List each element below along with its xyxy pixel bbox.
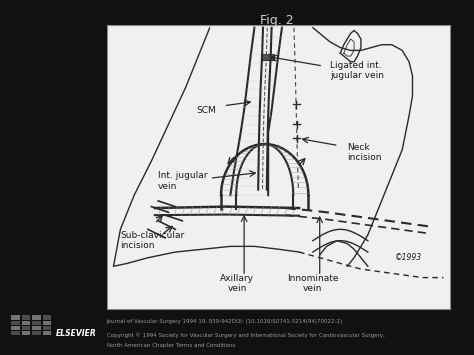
Text: Ligated int.
jugular vein: Ligated int. jugular vein xyxy=(330,61,384,80)
Bar xyxy=(11,321,20,325)
Text: Sub-clavicular
incision: Sub-clavicular incision xyxy=(120,231,185,250)
Text: Int. jugular
vein: Int. jugular vein xyxy=(158,171,208,191)
Bar xyxy=(22,321,30,325)
Bar xyxy=(22,326,30,330)
Bar xyxy=(11,326,20,330)
Text: Fig. 2: Fig. 2 xyxy=(261,14,294,27)
Bar xyxy=(43,315,51,320)
Bar xyxy=(43,326,51,330)
Bar xyxy=(43,331,51,335)
Bar xyxy=(261,54,273,60)
Bar xyxy=(11,315,20,320)
Bar xyxy=(22,331,30,335)
Text: Journal of Vascular Surgery 1994 19, 939-942DOI: (10.1016/S0741-5214(94)70022-2): Journal of Vascular Surgery 1994 19, 939… xyxy=(107,320,343,324)
Text: ELSEVIER: ELSEVIER xyxy=(56,329,97,338)
Text: Axillary
vein: Axillary vein xyxy=(220,274,254,293)
Text: Copyright © 1994 Society for Vascular Surgery and International Society for Card: Copyright © 1994 Society for Vascular Su… xyxy=(107,332,384,338)
Bar xyxy=(11,331,20,335)
Bar xyxy=(32,315,41,320)
Text: Neck
incision: Neck incision xyxy=(347,143,382,162)
Bar xyxy=(32,331,41,335)
Bar xyxy=(22,315,30,320)
Bar xyxy=(32,321,41,325)
Text: Innominate
vein: Innominate vein xyxy=(287,274,338,293)
Text: ©1993: ©1993 xyxy=(395,253,422,262)
Bar xyxy=(43,321,51,325)
Bar xyxy=(32,326,41,330)
Text: SCM: SCM xyxy=(196,105,216,115)
Text: North American Chapter Terms and Conditions: North American Chapter Terms and Conditi… xyxy=(107,343,235,348)
